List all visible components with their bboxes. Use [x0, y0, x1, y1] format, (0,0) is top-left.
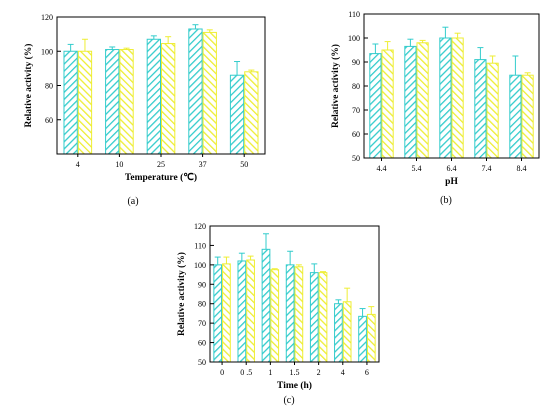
bar	[146, 38, 162, 155]
x-tick-label: 2	[317, 368, 321, 377]
bar	[244, 71, 259, 155]
bar	[369, 53, 382, 159]
y-tick-label: 90	[198, 280, 206, 289]
y-tick-label: 90	[352, 58, 360, 67]
x-tick-label: 7.4	[482, 164, 492, 173]
bar	[381, 49, 394, 159]
y-tick-label: 110	[194, 241, 206, 250]
panel-label: (a)	[127, 196, 138, 207]
bar	[416, 42, 429, 159]
chart-panel-1: 60 80 100 120 4 10 25 37 50 Temperature (℃) Relati…	[23, 13, 266, 207]
y-tick-label: 100	[194, 261, 206, 270]
bar	[439, 37, 452, 159]
bar	[486, 62, 499, 159]
y-tick-label: 120	[41, 13, 53, 22]
bar	[451, 37, 464, 159]
bar	[366, 313, 376, 363]
bar	[105, 49, 120, 155]
bar	[285, 264, 295, 363]
panel-label: (c)	[283, 395, 294, 406]
y-tick-label: 80	[198, 300, 206, 309]
y-tick-label: 110	[348, 10, 360, 19]
bar	[77, 50, 93, 155]
bar	[119, 49, 134, 155]
bar	[309, 272, 319, 363]
bar	[222, 263, 231, 363]
y-tick-label: 120	[194, 222, 206, 231]
x-tick-label: 5.4	[412, 164, 422, 173]
bar	[509, 74, 522, 159]
y-tick-label: 100	[41, 47, 53, 56]
bar	[161, 43, 176, 155]
x-tick-label: 0	[220, 368, 224, 377]
bar	[246, 259, 255, 363]
x-tick-label: 1.5	[290, 368, 300, 377]
bar	[334, 303, 343, 363]
x-tick-label: 4.4	[377, 164, 387, 173]
x-tick-label: 25	[157, 160, 165, 169]
bar	[474, 59, 487, 159]
x-tick-label: 1	[268, 368, 272, 377]
y-tick-label: 80	[45, 82, 53, 91]
bar	[229, 74, 245, 155]
x-tick-label: 0 .5	[240, 368, 252, 377]
bar	[188, 28, 203, 155]
y-tick-label: 60	[45, 116, 53, 125]
x-tick-label: 10	[115, 160, 123, 169]
y-tick-label: 60	[352, 130, 360, 139]
x-tick-label: 50	[240, 160, 248, 169]
y-tick-label: 50	[198, 358, 206, 367]
x-tick-label: 4	[76, 160, 80, 169]
y-tick-label: 100	[348, 34, 360, 43]
bar	[318, 272, 328, 363]
x-axis-label: Temperature (℃)	[125, 172, 197, 183]
bar	[202, 31, 217, 155]
x-tick-label: 37	[199, 160, 207, 169]
y-tick-label: 70	[198, 319, 206, 328]
y-axis-label: Relative activity (%)	[176, 252, 187, 336]
bar	[270, 269, 280, 363]
y-tick-label: 60	[198, 339, 206, 348]
x-tick-label: 8.4	[517, 164, 527, 173]
chart-panel-3: 50 60 70 80 90 100 110 120 0 0 .5 1 1.5 2 4 6 Time (h) R…	[176, 222, 380, 406]
bar	[237, 260, 247, 363]
y-tick-label: 70	[352, 106, 360, 115]
bar	[261, 248, 271, 363]
y-tick-label: 50	[352, 154, 360, 163]
bar	[358, 315, 367, 363]
bar	[342, 301, 352, 363]
x-tick-label: 6	[365, 368, 369, 377]
chart-panel-2: 50 60 70 80 90 100 110 4.4 5.4 6.4 7.4 8.4 pH Relativ…	[330, 10, 540, 206]
y-axis-label: Relative activity (%)	[23, 44, 34, 128]
x-tick-label: 6.4	[447, 164, 457, 173]
y-axis-label: Relative activity (%)	[330, 44, 341, 128]
y-tick-label: 80	[352, 82, 360, 91]
bar	[294, 266, 304, 363]
bar	[63, 50, 78, 155]
bar	[213, 264, 223, 363]
bar	[404, 45, 417, 159]
x-tick-label: 4	[341, 368, 345, 377]
x-axis-label: pH	[445, 177, 458, 187]
panel-label: (b)	[440, 195, 452, 206]
bar	[521, 74, 534, 159]
x-axis-label: Time (h)	[277, 380, 312, 391]
